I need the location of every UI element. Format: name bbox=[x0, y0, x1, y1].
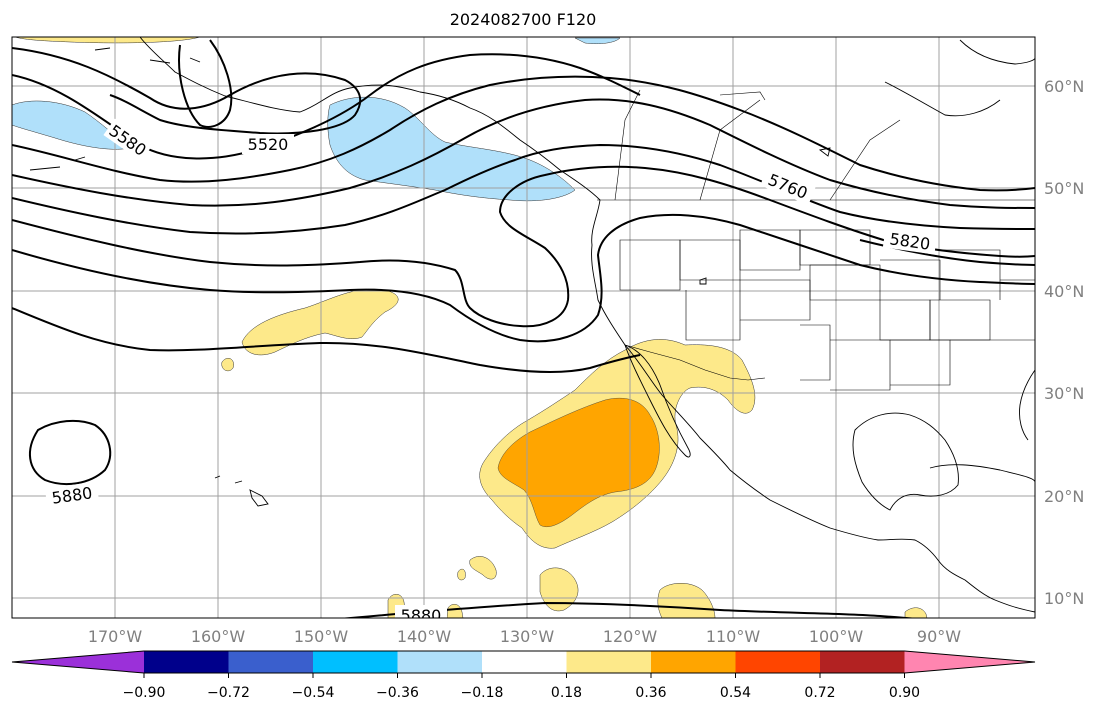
lat-label-50n: 50°N bbox=[1044, 179, 1084, 198]
lat-label-20n: 20°N bbox=[1044, 487, 1084, 506]
lon-label-130w: 130°W bbox=[500, 627, 555, 646]
contour-5460 bbox=[12, 47, 362, 135]
contour-label-5520: 5520 bbox=[248, 135, 289, 154]
positive-anomaly-south-1 bbox=[469, 556, 497, 580]
contour-5700 bbox=[12, 143, 1035, 235]
colorbar-ticks bbox=[143, 673, 905, 678]
lon-label-160w: 160°W bbox=[191, 627, 246, 646]
lon-label-140w: 140°W bbox=[397, 627, 452, 646]
lon-label-170w: 170°W bbox=[88, 627, 143, 646]
colorbar-bin-3 bbox=[313, 651, 398, 673]
colorbar-bin-9 bbox=[820, 651, 905, 673]
colorbar-tick-neg-0-90: −0.90 bbox=[123, 685, 166, 701]
colorbar-tick-neg-0-54: −0.54 bbox=[292, 685, 335, 701]
colorbar-tick-neg-0-36: −0.36 bbox=[376, 685, 419, 701]
colorbar-tick-labels: −0.90 −0.72 −0.54 −0.36 −0.18 0.18 0.36 … bbox=[123, 685, 921, 701]
positive-anomaly-south-7 bbox=[904, 607, 928, 618]
colorbar-tick-neg-0-72: −0.72 bbox=[207, 685, 250, 701]
colorbar: −0.90 −0.72 −0.54 −0.36 −0.18 0.18 0.36 … bbox=[11, 650, 1036, 701]
contour-closed-low bbox=[178, 39, 233, 128]
contour-5870 bbox=[12, 307, 641, 373]
colorbar-tick-0-90: 0.90 bbox=[889, 685, 920, 701]
contour-5760 bbox=[12, 165, 1035, 328]
lon-label-110w: 110°W bbox=[706, 627, 761, 646]
lat-label-60n: 60°N bbox=[1044, 77, 1084, 96]
positive-anomaly-pacific-2 bbox=[221, 358, 234, 372]
colorbar-bin-5 bbox=[482, 651, 567, 673]
colorbar-bin-6 bbox=[566, 651, 651, 673]
positive-anomaly-core bbox=[497, 397, 660, 528]
colorbar-bin-4 bbox=[397, 651, 482, 673]
lon-label-150w: 150°W bbox=[294, 627, 349, 646]
map-panel: 5580 5520 5760 5820 5880 5880 bbox=[12, 37, 1035, 625]
colorbar-tick-0-18: 0.18 bbox=[551, 685, 582, 701]
colorbar-tick-0-54: 0.54 bbox=[720, 685, 751, 701]
contour-5640 bbox=[12, 98, 1035, 209]
positive-anomaly-south-2 bbox=[457, 568, 466, 581]
colorbar-extend-high bbox=[904, 651, 1035, 673]
colorbar-bin-1 bbox=[144, 651, 229, 673]
colorbar-bin-7 bbox=[651, 651, 736, 673]
map-frame bbox=[11, 36, 1036, 619]
colorbar-extend-low bbox=[12, 651, 144, 673]
lat-label-30n: 30°N bbox=[1044, 384, 1084, 403]
positive-anomaly-pacific-1 bbox=[241, 288, 399, 356]
latitude-labels: 60°N 50°N 40°N 30°N 20°N 10°N bbox=[1044, 77, 1084, 608]
contour-5880-closed bbox=[29, 419, 112, 486]
positive-anomaly-south-6 bbox=[446, 604, 464, 618]
colorbar-tick-0-36: 0.36 bbox=[635, 685, 666, 701]
colorbar-tick-neg-0-18: −0.18 bbox=[461, 685, 504, 701]
colorbar-bin-2 bbox=[228, 651, 313, 673]
lat-label-10n: 10°N bbox=[1044, 589, 1084, 608]
colorbar-tick-0-72: 0.72 bbox=[804, 685, 835, 701]
lon-label-100w: 100°W bbox=[809, 627, 864, 646]
lon-label-90w: 90°W bbox=[917, 627, 961, 646]
contour-label-5880-south: 5880 bbox=[401, 606, 442, 625]
lon-label-120w: 120°W bbox=[603, 627, 658, 646]
contour-5580 bbox=[12, 75, 1035, 192]
lat-label-40n: 40°N bbox=[1044, 282, 1084, 301]
contour-5820 bbox=[12, 213, 1035, 343]
map-title: 2024082700 F120 bbox=[450, 10, 597, 29]
gridlines bbox=[12, 37, 1035, 618]
negative-anomaly-area-north bbox=[574, 37, 621, 45]
longitude-labels: 170°W 160°W 150°W 140°W 130°W 120°W 110°… bbox=[88, 627, 961, 646]
positive-anomaly-strip-north bbox=[14, 37, 201, 44]
coastlines bbox=[29, 37, 1035, 613]
colorbar-bin-8 bbox=[735, 651, 820, 673]
